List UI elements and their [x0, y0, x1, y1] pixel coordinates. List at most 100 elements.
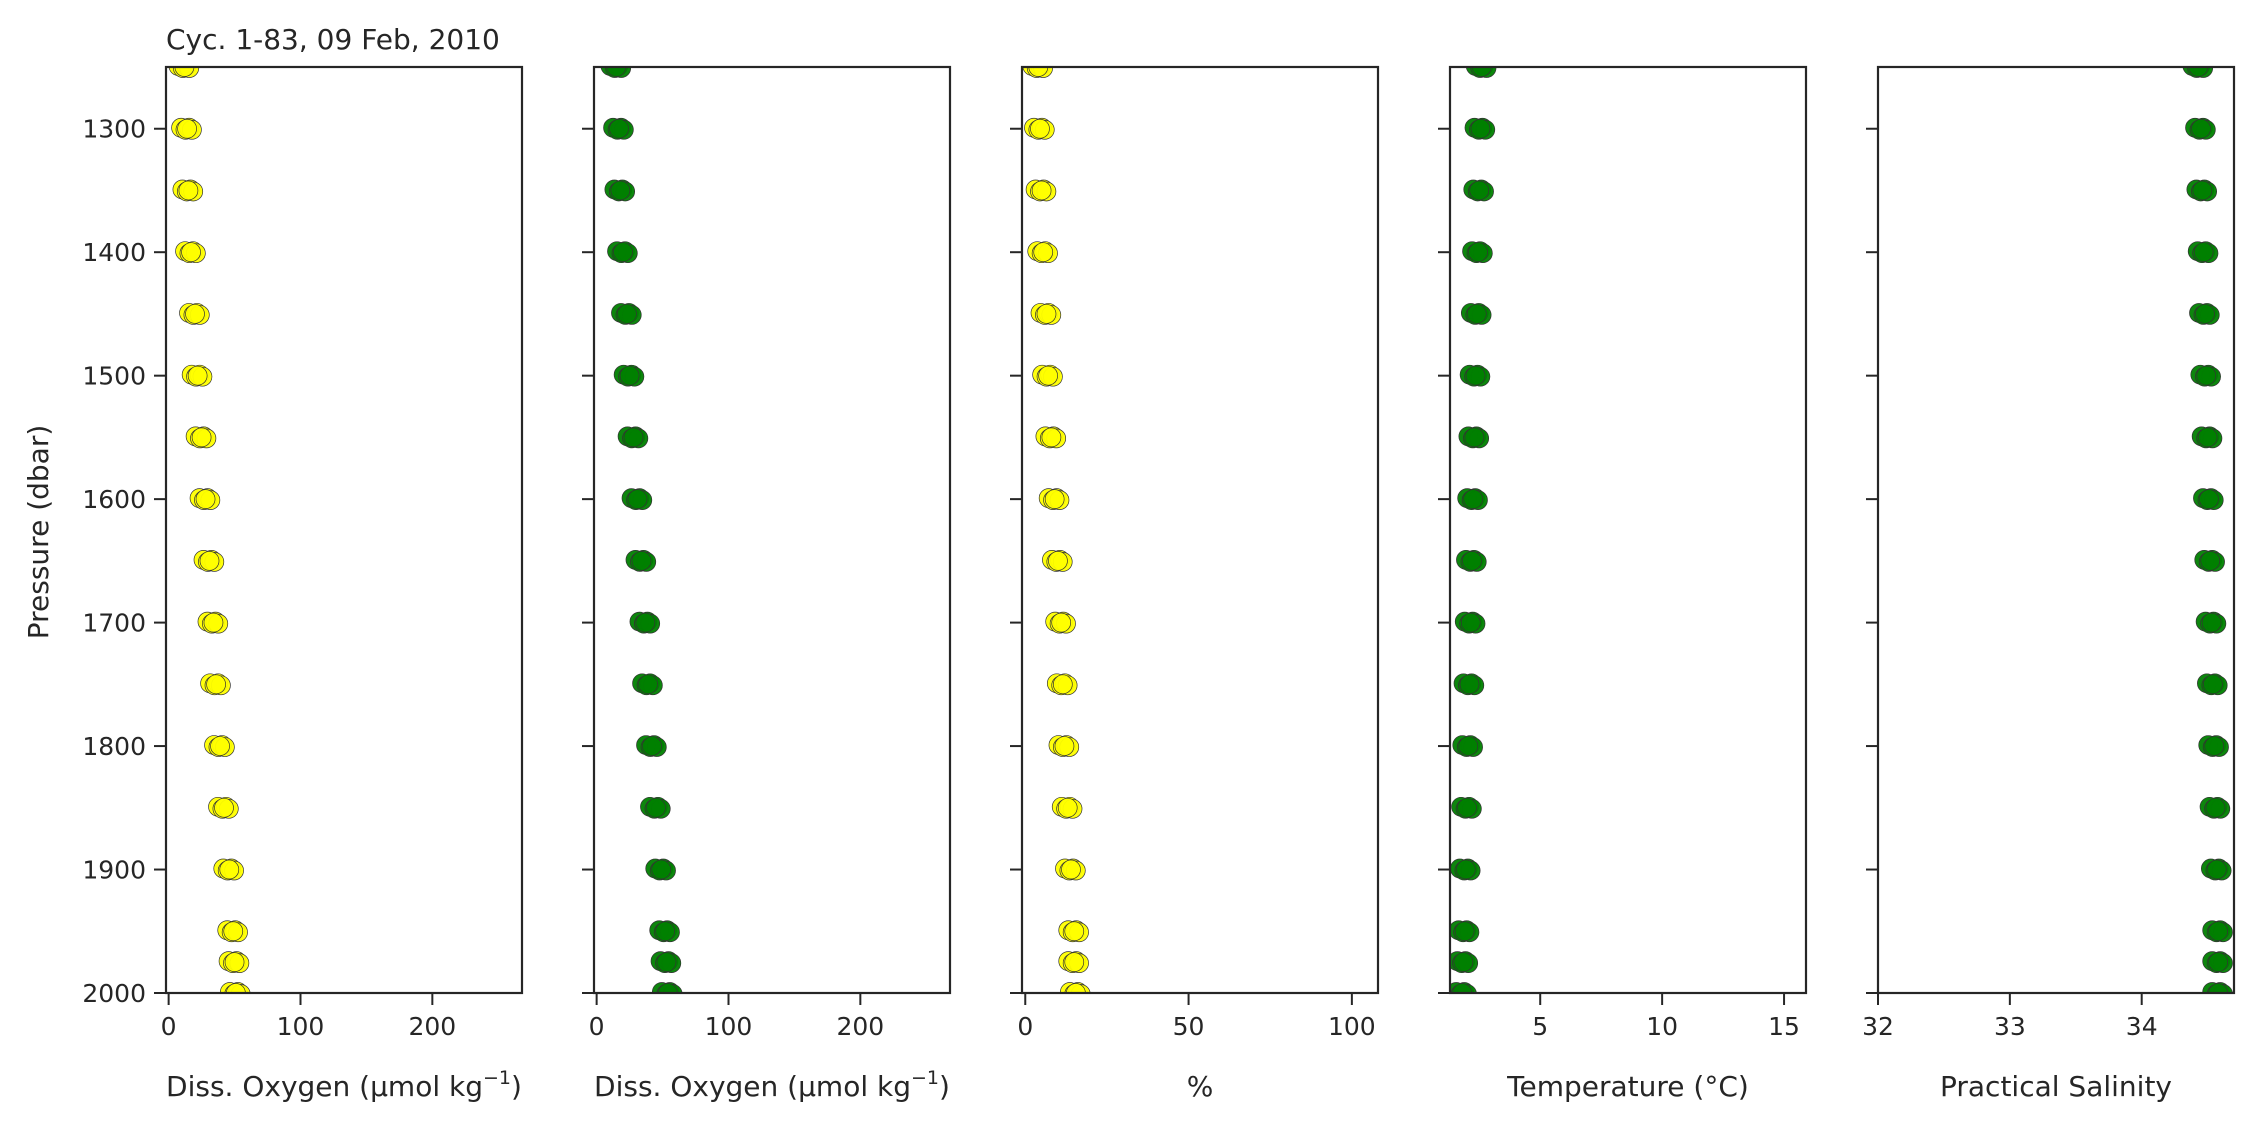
data-point: [2204, 736, 2225, 756]
data-point: [1457, 797, 1477, 818]
data-point: [2191, 118, 2211, 139]
data-point: [1048, 551, 1068, 571]
data-point: [1030, 118, 1050, 139]
data-point: [1052, 674, 1073, 695]
data-point: [1028, 67, 1049, 77]
x-tick-label: 34: [2126, 1012, 2158, 1041]
data-point: [646, 797, 666, 818]
x-tick-label: 200: [836, 1012, 884, 1041]
data-point: [2195, 304, 2215, 324]
data-point: [2199, 489, 2219, 509]
data-point: [610, 180, 631, 201]
data-point: [656, 952, 677, 972]
x-axis-label: Temperature (°C): [1506, 1070, 1749, 1103]
data-point: [181, 242, 201, 263]
data-point: [1466, 304, 1487, 324]
y-tick-label: 1400: [82, 238, 146, 267]
data-point: [203, 612, 224, 633]
panel-1: 1300 1400 1500 1600 1700 1800 1900 2000 0 100 200 D…: [82, 65, 524, 1103]
data-points: [1022, 67, 1091, 993]
x-axis-label: Diss. Oxygen (µmol kg−1): [594, 1067, 950, 1103]
chart-title: Cyc. 1-83, 09 Feb, 2010: [166, 23, 500, 56]
data-point: [655, 921, 676, 942]
data-point: [214, 797, 234, 818]
panel-frame: [592, 65, 952, 995]
y-tick-label: 1600: [82, 485, 146, 514]
y-tick-label: 1800: [82, 732, 146, 761]
data-point: [1468, 242, 1488, 263]
data-points: [2182, 67, 2233, 993]
data-point: [657, 983, 678, 993]
data-point: [1453, 952, 1474, 972]
data-point: [638, 674, 658, 695]
panel-3: 0 50 100%: [1010, 65, 1380, 1103]
data-point: [191, 427, 212, 448]
panel-frame: [1448, 65, 1808, 995]
data-point: [617, 304, 637, 324]
data-point: [1064, 952, 1085, 972]
data-point: [609, 118, 629, 139]
x-tick-label: 33: [1994, 1012, 2026, 1041]
data-point: [1061, 859, 1081, 880]
data-point: [177, 118, 197, 139]
data-point: [2192, 180, 2213, 201]
y-tick-label: 1500: [82, 362, 146, 391]
data-point: [185, 304, 205, 324]
data-point: [1470, 118, 1491, 139]
data-point: [619, 365, 640, 386]
x-tick-label: 10: [1646, 1012, 1678, 1041]
data-point: [606, 67, 627, 77]
data-point: [1459, 674, 1480, 695]
data-point: [195, 489, 216, 509]
data-point: [1454, 921, 1475, 942]
data-point: [206, 674, 226, 695]
x-axis-label: Diss. Oxygen (µmol kg−1): [166, 1067, 522, 1103]
data-point: [174, 67, 195, 77]
data-point: [2208, 921, 2229, 942]
x-tick-label: 15: [1768, 1012, 1800, 1041]
x-axis-label: Practical Salinity: [1940, 1070, 2172, 1103]
data-point: [635, 612, 656, 633]
data-point: [1469, 180, 1490, 201]
panel-4: 5 10 15 Temperature (°C): [1438, 65, 1808, 1103]
data-point: [651, 859, 672, 880]
data-point: [1464, 427, 1485, 448]
data-point: [2196, 365, 2217, 386]
data-point: [2203, 674, 2223, 695]
x-tick-label: 0: [161, 1012, 177, 1041]
data-point: [1054, 736, 1075, 756]
x-tick-label: 32: [1862, 1012, 1894, 1041]
data-point: [642, 736, 662, 756]
data-point: [1452, 983, 1473, 993]
data-point: [2207, 859, 2227, 880]
x-tick-label: 100: [1328, 1012, 1376, 1041]
data-point: [631, 551, 652, 571]
x-tick-label: 5: [1532, 1012, 1548, 1041]
data-point: [1463, 489, 1484, 509]
data-point: [1465, 365, 1486, 386]
y-tick-label: 1300: [82, 115, 146, 144]
x-tick-label: 50: [1173, 1012, 1205, 1041]
y-axis-label: Pressure (dbar): [22, 425, 55, 640]
data-point: [1044, 489, 1065, 509]
data-point: [1031, 180, 1052, 201]
data-point: [1458, 736, 1479, 756]
data-point: [1455, 859, 1476, 880]
panel-frame: [164, 65, 524, 995]
data-point: [210, 736, 230, 756]
data-point: [1057, 797, 1078, 818]
data-point: [2197, 427, 2218, 448]
data-point: [613, 242, 633, 263]
data-point: [1462, 551, 1482, 571]
data-point: [2188, 67, 2209, 77]
data-point: [1471, 67, 1492, 77]
data-point: [226, 983, 246, 993]
y-tick-label: 2000: [82, 979, 146, 1008]
data-point: [1036, 304, 1057, 324]
data-point: [199, 551, 220, 571]
data-point: [1064, 921, 1085, 942]
x-axis-label: %: [1187, 1070, 1214, 1103]
panel-5: 32 33 34 Practical Salinity: [1862, 65, 2236, 1103]
panel-frame: [1876, 65, 2236, 995]
